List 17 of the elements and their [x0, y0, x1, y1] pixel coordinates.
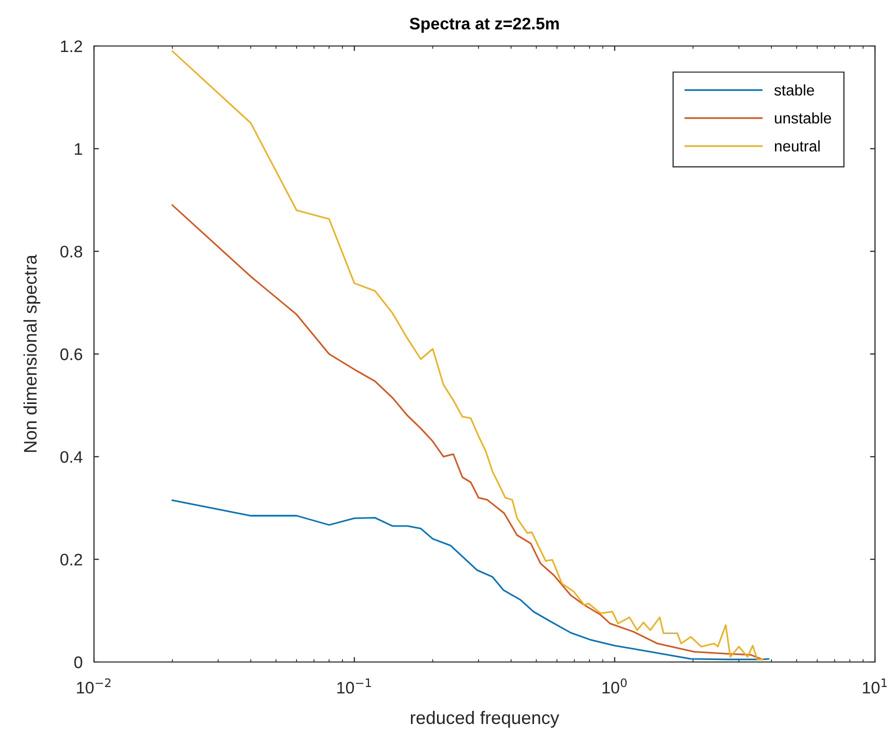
y-tick-label: 0.8 — [60, 246, 82, 258]
y-tick-label: 1 — [74, 143, 82, 155]
y-tick-label: 0.2 — [60, 554, 82, 566]
legend-label: unstable — [774, 112, 832, 124]
x-tick-label: 10$^{0}$ — [602, 678, 627, 694]
legend-label: stable — [774, 84, 814, 96]
x-tick-label: 10$^{−2}$ — [77, 678, 110, 694]
chart-title: Spectra at z=22.5m — [410, 18, 559, 33]
x-tick-label: 10$^{−1}$ — [337, 678, 371, 694]
x-axis-title: reduced frequency — [410, 710, 560, 728]
y-tick-label: 1.2 — [60, 40, 82, 52]
y-tick-label: 0.6 — [60, 348, 82, 360]
y-axis-title: Non dimensional spectra — [23, 254, 40, 452]
x-tick-label: 10$^{1}$ — [862, 678, 887, 694]
legend-label: neutral — [774, 140, 820, 152]
y-tick-label: 0.4 — [60, 451, 82, 463]
y-tick-label: 0 — [74, 656, 82, 668]
